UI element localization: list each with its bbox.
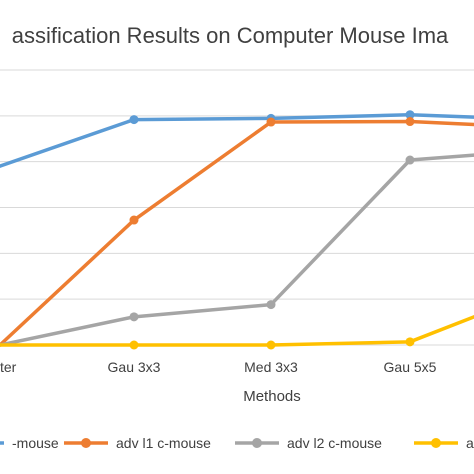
data-point: [266, 117, 276, 127]
legend-label: adv l2 c-mouse: [287, 435, 382, 451]
legend-marker: [431, 438, 441, 448]
legend-item: adv: [414, 435, 474, 451]
legend-item: adv l2 c-mouse: [235, 435, 382, 451]
legend-marker: [81, 438, 91, 448]
gridlines: [0, 69, 474, 346]
series-line: [0, 153, 474, 347]
chart-title: assification Results on Computer Mouse I…: [12, 23, 449, 48]
legend-label: adv: [466, 435, 474, 451]
data-point: [405, 117, 415, 127]
series-layer: [0, 110, 474, 350]
series-4: [0, 315, 474, 350]
data-point: [405, 155, 415, 165]
x-tick-label: Gau 3x3: [108, 359, 161, 375]
legend-item: -mouse: [0, 435, 59, 451]
series-1: [0, 110, 474, 168]
legend-marker: [252, 438, 262, 448]
legend-label: adv l1 c-mouse: [116, 435, 211, 451]
data-point: [405, 110, 415, 120]
data-point: [405, 337, 415, 347]
data-point: [266, 300, 276, 310]
data-point: [266, 340, 276, 350]
legend-label: -mouse: [12, 435, 59, 451]
x-tick-label: Gau 5x5: [384, 359, 437, 375]
series-line: [0, 119, 474, 347]
legend-item: adv l1 c-mouse: [64, 435, 211, 451]
data-point: [129, 215, 139, 225]
data-point: [129, 340, 139, 350]
data-point: [129, 115, 139, 125]
x-tick-labels: ter Gau 3x3 Med 3x3 Gau 5x5: [0, 359, 437, 375]
series-3: [0, 153, 474, 347]
data-point: [129, 312, 139, 322]
x-tick-label: ter: [0, 359, 17, 375]
legend: -mouse adv l1 c-mouse adv l2 c-mouse adv: [0, 435, 474, 451]
series-2: [0, 117, 474, 347]
x-axis-title: Methods: [243, 388, 301, 405]
x-tick-label: Med 3x3: [244, 359, 298, 375]
